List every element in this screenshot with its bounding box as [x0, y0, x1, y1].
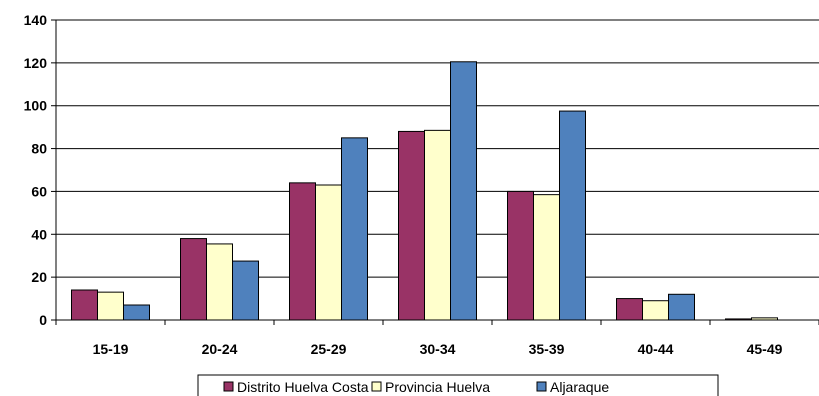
bar-20-24-series-3 [233, 261, 259, 320]
legend-label: Provincia Huelva [385, 379, 490, 395]
y-tick-label: 20 [31, 269, 47, 285]
x-tick-label: 40-44 [638, 341, 674, 357]
legend-swatch [537, 382, 546, 391]
x-tick-label: 15-19 [93, 341, 129, 357]
bar-30-34-series-1 [399, 131, 425, 320]
bar-30-34-series-3 [451, 62, 477, 320]
bars [72, 62, 778, 320]
bar-40-44-series-2 [643, 301, 669, 320]
bar-15-19-series-3 [124, 305, 150, 320]
y-tick-label: 140 [24, 12, 48, 28]
bar-25-29-series-3 [342, 138, 368, 320]
y-tick-label: 100 [24, 98, 48, 114]
bar-35-39-series-2 [534, 195, 560, 320]
y-tick-label: 120 [24, 55, 48, 71]
x-axis-ticks: 15-19 20-24 25-29 30-34 35-39 40-44 45-49 [56, 320, 819, 357]
bar-20-24-series-1 [181, 239, 207, 320]
bar-20-24-series-2 [207, 244, 233, 320]
y-tick-label: 60 [31, 183, 47, 199]
bar-35-39-series-3 [560, 111, 586, 320]
legend: Distrito Huelva Costa Provincia Huelva Alj… [198, 375, 718, 396]
x-tick-label: 30-34 [420, 341, 456, 357]
bar-25-29-series-1 [290, 183, 316, 320]
bar-40-44-series-3 [669, 294, 695, 320]
legend-label: Distrito Huelva Costa [237, 379, 369, 395]
legend-swatch [372, 382, 381, 391]
x-tick-label: 45-49 [747, 341, 783, 357]
bar-40-44-series-1 [617, 299, 643, 320]
x-tick-label: 35-39 [529, 341, 565, 357]
legend-label: Aljaraque [550, 379, 609, 395]
bar-15-19-series-2 [98, 292, 124, 320]
legend-swatch [224, 382, 233, 391]
bar-25-29-series-2 [316, 185, 342, 320]
bar-15-19-series-1 [72, 290, 98, 320]
y-tick-label: 80 [31, 141, 47, 157]
x-tick-label: 20-24 [202, 341, 238, 357]
y-tick-label: 0 [39, 312, 47, 328]
y-axis-ticks: 0 20 40 60 80 100 120 140 [24, 12, 56, 328]
y-tick-label: 40 [31, 226, 47, 242]
bar-35-39-series-1 [508, 191, 534, 320]
x-tick-label: 25-29 [311, 341, 347, 357]
bar-30-34-series-2 [425, 130, 451, 320]
